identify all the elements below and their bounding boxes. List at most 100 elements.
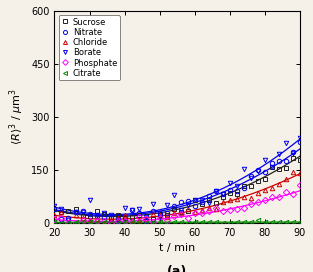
Borate: [256, 169, 260, 172]
Citrate: [67, 221, 70, 224]
Nitrate: [291, 151, 295, 154]
Borate: [235, 185, 239, 188]
Sucrose: [207, 199, 211, 202]
Nitrate: [228, 188, 232, 192]
Chloride: [123, 213, 126, 217]
Citrate: [102, 221, 105, 224]
Nitrate: [256, 168, 260, 171]
Chloride: [158, 214, 162, 217]
Line: Phosphate: Phosphate: [52, 183, 302, 225]
Borate: [207, 201, 211, 205]
Phosphate: [102, 219, 105, 222]
Chloride: [298, 172, 302, 175]
Borate: [144, 215, 147, 219]
Phosphate: [59, 217, 63, 220]
Sucrose: [116, 213, 120, 217]
Borate: [298, 137, 302, 140]
Borate: [102, 211, 105, 214]
Borate: [214, 190, 218, 193]
Citrate: [123, 221, 126, 224]
Phosphate: [144, 218, 147, 221]
Sucrose: [95, 209, 98, 213]
Citrate: [200, 220, 204, 224]
Sucrose: [277, 168, 281, 171]
Chloride: [193, 211, 197, 214]
Sucrose: [74, 208, 77, 211]
Borate: [59, 208, 63, 211]
Citrate: [249, 220, 253, 224]
Borate: [270, 165, 274, 168]
Borate: [137, 207, 141, 211]
Nitrate: [158, 211, 162, 214]
Phosphate: [151, 221, 155, 224]
Citrate: [116, 221, 120, 225]
Chloride: [284, 177, 288, 181]
Chloride: [130, 218, 133, 222]
Sucrose: [53, 208, 56, 211]
Borate: [228, 181, 232, 184]
Phosphate: [263, 199, 267, 202]
Citrate: [109, 221, 112, 224]
Phosphate: [116, 219, 120, 222]
Borate: [221, 193, 225, 196]
Chloride: [270, 187, 274, 190]
Phosphate: [81, 218, 85, 222]
Text: (a): (a): [167, 265, 187, 272]
Nitrate: [102, 215, 105, 218]
Borate: [291, 152, 295, 155]
Citrate: [53, 220, 56, 224]
Sucrose: [165, 213, 169, 217]
Chloride: [242, 196, 246, 199]
Citrate: [59, 221, 63, 224]
Line: Borate: Borate: [52, 136, 302, 223]
Citrate: [95, 220, 98, 224]
Sucrose: [172, 208, 176, 211]
Sucrose: [256, 180, 260, 183]
Chloride: [53, 214, 56, 217]
Borate: [284, 141, 288, 145]
Legend: Sucrose, Nitrate, Chloride, Borate, Phosphate, Citrate: Sucrose, Nitrate, Chloride, Borate, Phos…: [59, 15, 120, 80]
Borate: [95, 213, 98, 217]
Nitrate: [59, 218, 63, 221]
Nitrate: [263, 170, 267, 173]
Nitrate: [88, 212, 91, 216]
Line: Sucrose: Sucrose: [52, 156, 302, 223]
Nitrate: [284, 160, 288, 163]
Nitrate: [193, 205, 197, 208]
Nitrate: [151, 209, 155, 213]
Phosphate: [53, 217, 56, 221]
Sucrose: [221, 196, 225, 199]
Chloride: [186, 207, 190, 211]
Chloride: [151, 213, 155, 216]
Phosphate: [242, 206, 246, 209]
Sucrose: [102, 212, 105, 216]
Phosphate: [256, 200, 260, 203]
Chloride: [249, 197, 253, 200]
Chloride: [263, 188, 267, 191]
Nitrate: [270, 161, 274, 165]
Sucrose: [235, 192, 239, 195]
Nitrate: [130, 209, 133, 212]
Chloride: [291, 170, 295, 173]
Nitrate: [179, 200, 182, 204]
Citrate: [186, 221, 190, 224]
Citrate: [151, 221, 155, 224]
Chloride: [109, 218, 112, 221]
Nitrate: [81, 209, 85, 213]
Borate: [123, 206, 126, 210]
Borate: [81, 211, 85, 214]
Chloride: [67, 221, 70, 225]
Phosphate: [221, 209, 225, 212]
Citrate: [214, 220, 218, 223]
Sucrose: [130, 216, 133, 219]
Borate: [116, 219, 120, 222]
Chloride: [116, 217, 120, 220]
Nitrate: [165, 211, 169, 214]
Chloride: [200, 208, 204, 211]
Chloride: [172, 211, 176, 214]
Phosphate: [277, 195, 281, 199]
Phosphate: [207, 209, 211, 213]
Sucrose: [186, 210, 190, 213]
Nitrate: [123, 216, 126, 219]
Line: Chloride: Chloride: [52, 169, 302, 225]
